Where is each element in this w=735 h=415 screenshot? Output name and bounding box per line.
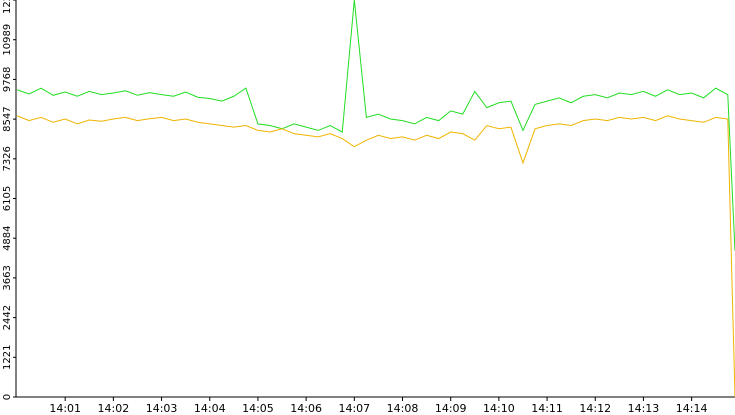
x-tick-label: 14:13 [628,402,660,415]
y-tick-label: 0 [2,394,13,400]
y-tick-label: 12211 [2,0,13,14]
x-tick-label: 14:10 [483,402,515,415]
y-tick-label: 6105 [2,186,13,211]
y-tick-label: 2442 [2,305,13,330]
x-tick-label: 14:09 [435,402,467,415]
y-tick-label: 7326 [2,146,13,171]
x-tick-label: 14:08 [387,402,419,415]
series-line [16,0,735,251]
y-tick-label: 9768 [2,67,13,92]
y-tick-label: 4884 [2,225,13,250]
x-tick-label: 14:04 [194,402,226,415]
x-tick-label: 14:12 [579,402,611,415]
x-tick-label: 14:01 [49,402,81,415]
x-tick-label: 14:06 [290,402,322,415]
x-tick-label: 14:05 [242,402,274,415]
y-tick-label: 1221 [2,345,13,370]
x-tick-label: 14:03 [146,402,178,415]
x-tick-label: 14:11 [531,402,563,415]
x-tick-label: 14:07 [338,402,370,415]
x-tick-label: 14:14 [676,402,708,415]
y-tick-label: 10989 [2,24,13,56]
series-line [16,115,735,398]
y-tick-label: 3663 [2,265,13,290]
y-tick-label: 8547 [2,106,13,131]
x-tick-label: 14:02 [98,402,130,415]
